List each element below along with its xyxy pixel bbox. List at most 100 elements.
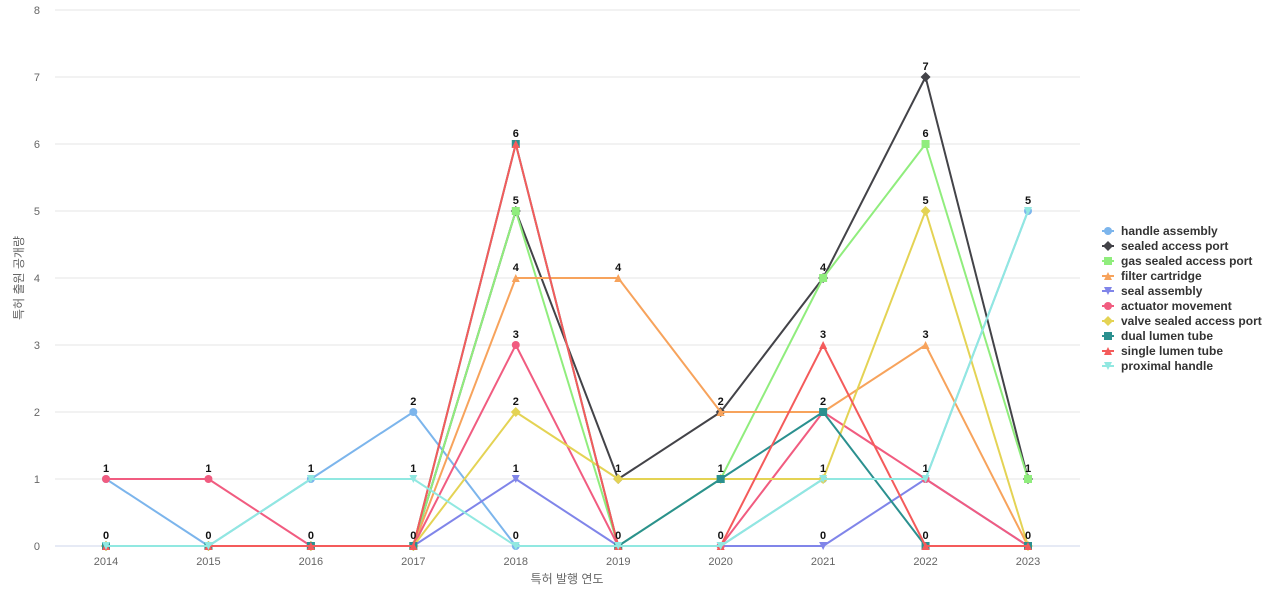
data-point[interactable]	[511, 475, 520, 483]
data-point[interactable]	[511, 274, 520, 282]
data-point[interactable]	[1024, 542, 1032, 550]
data-point[interactable]	[102, 475, 110, 483]
legend-item[interactable]: seal assembly	[1102, 284, 1203, 298]
data-label: 1	[922, 463, 928, 475]
data-point[interactable]	[819, 341, 828, 349]
x-axis-title: 특허 발행 연도	[531, 571, 604, 586]
data-label: 3	[820, 329, 826, 341]
data-point[interactable]	[409, 408, 418, 416]
legend-item[interactable]: valve sealed access port	[1102, 314, 1262, 328]
legend-item[interactable]: single lumen tube	[1102, 344, 1223, 358]
x-tick-label: 2017	[401, 556, 425, 568]
data-point[interactable]	[1024, 475, 1032, 483]
series-line[interactable]	[106, 210, 1029, 547]
data-label: 0	[1025, 530, 1031, 542]
y-tick-label: 3	[34, 340, 40, 352]
data-point[interactable]	[819, 475, 828, 483]
data-point[interactable]	[306, 542, 315, 550]
y-tick-label: 2	[34, 407, 40, 419]
legend-marker[interactable]	[1104, 227, 1112, 235]
data-point[interactable]	[511, 207, 520, 215]
legend-item[interactable]: actuator movement	[1102, 299, 1232, 313]
data-point[interactable]	[921, 140, 930, 148]
data-point[interactable]	[511, 341, 520, 349]
data-point[interactable]	[306, 475, 315, 483]
data-label: 0	[103, 530, 109, 542]
legend-marker[interactable]	[1103, 316, 1113, 326]
legend-label: filter cartridge	[1121, 269, 1202, 283]
data-label: 0	[205, 530, 211, 542]
legend-item[interactable]: gas sealed access port	[1102, 254, 1252, 268]
data-point[interactable]	[511, 140, 520, 148]
data-point[interactable]	[716, 542, 725, 550]
legend-label: seal assembly	[1121, 284, 1203, 298]
data-label: 0	[820, 530, 826, 542]
data-point[interactable]	[511, 542, 520, 550]
legend-item[interactable]: proximal handle	[1102, 359, 1213, 373]
data-label: 1	[718, 463, 724, 475]
x-tick-label: 2021	[811, 556, 835, 568]
y-tick-label: 4	[34, 273, 40, 285]
data-point[interactable]	[716, 408, 725, 416]
x-tick-label: 2015	[196, 556, 220, 568]
x-tick-label: 2019	[606, 556, 630, 568]
x-tick-label: 2014	[94, 556, 118, 568]
data-label: 1	[410, 463, 416, 475]
series-line[interactable]	[106, 143, 1028, 547]
x-tick-label: 2018	[504, 556, 528, 568]
x-tick-label: 2016	[299, 556, 323, 568]
data-point[interactable]	[819, 542, 828, 550]
legend-label: actuator movement	[1121, 299, 1232, 313]
data-point[interactable]	[409, 542, 418, 550]
data-point[interactable]	[819, 274, 828, 282]
data-point[interactable]	[614, 542, 623, 550]
data-label: 1	[205, 463, 211, 475]
data-point[interactable]	[1024, 207, 1032, 215]
data-point[interactable]	[613, 474, 624, 484]
data-label: 1	[820, 463, 826, 475]
legend-marker[interactable]	[1104, 287, 1112, 295]
data-point[interactable]	[921, 341, 930, 349]
data-label: 3	[922, 329, 928, 341]
data-point[interactable]	[819, 408, 828, 416]
legend-marker[interactable]	[1103, 241, 1113, 251]
legend-marker[interactable]	[1104, 347, 1112, 355]
legend-item[interactable]: dual lumen tube	[1102, 329, 1213, 343]
legend-marker[interactable]	[1104, 257, 1112, 265]
data-label: 1	[308, 463, 314, 475]
legend-item[interactable]: handle assembly	[1102, 224, 1218, 238]
legend-marker[interactable]	[1104, 272, 1112, 280]
data-label: 4	[615, 262, 622, 274]
data-label: 1	[103, 463, 109, 475]
series-line[interactable]	[106, 478, 1029, 547]
data-label: 2	[820, 396, 826, 408]
data-point[interactable]	[920, 72, 931, 82]
legend-item[interactable]: sealed access port	[1102, 239, 1228, 253]
legend-item[interactable]: filter cartridge	[1102, 269, 1202, 283]
data-point[interactable]	[921, 475, 930, 483]
data-label: 0	[615, 530, 621, 542]
data-point[interactable]	[409, 475, 418, 483]
data-point[interactable]	[510, 407, 521, 417]
x-tick-label: 2022	[913, 556, 937, 568]
data-point[interactable]	[716, 475, 725, 483]
legend-marker[interactable]	[1104, 332, 1112, 340]
legend-marker[interactable]	[1104, 362, 1112, 370]
data-point[interactable]	[921, 542, 930, 550]
data-point[interactable]	[204, 475, 213, 483]
legend-label: handle assembly	[1121, 224, 1218, 238]
data-label: 1	[513, 463, 519, 475]
data-label: 1	[615, 463, 621, 475]
data-point[interactable]	[102, 542, 110, 550]
legend-label: single lumen tube	[1121, 344, 1223, 358]
data-point[interactable]	[614, 274, 623, 282]
data-label: 2	[410, 396, 416, 408]
data-label: 7	[922, 61, 928, 73]
data-point[interactable]	[204, 542, 213, 550]
x-tick-label: 2023	[1016, 556, 1040, 568]
legend-marker[interactable]	[1104, 302, 1112, 310]
data-label: 2	[513, 396, 519, 408]
data-point[interactable]	[920, 206, 931, 216]
